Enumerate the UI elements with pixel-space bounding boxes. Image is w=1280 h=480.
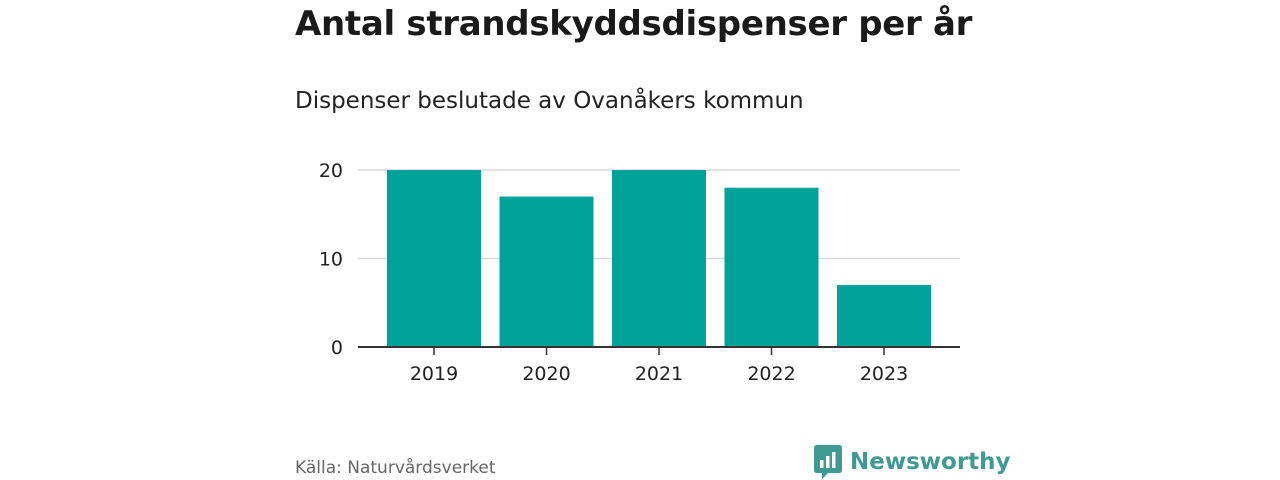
y-tick-label: 20 — [319, 160, 343, 182]
x-tick-label: 2021 — [635, 363, 683, 385]
brand-logo: Newsworthy — [814, 445, 1011, 479]
bar-2021 — [612, 170, 706, 347]
bar-2020 — [499, 196, 594, 347]
chart-title: Antal strandskyddsdispenser per år — [295, 4, 973, 44]
y-tick-labels: 0 10 20 — [319, 160, 343, 359]
chart-subtitle: Dispenser beslutade av Ovanåkers kommun — [295, 88, 804, 114]
x-tick-label: 2019 — [410, 363, 458, 385]
y-tick-label: 0 — [331, 337, 343, 359]
bar-2023 — [837, 285, 931, 347]
source-note: Källa: Naturvårdsverket — [295, 458, 496, 478]
x-tick-labels: 2019 2020 2021 2022 2023 — [410, 347, 908, 385]
brand-name: Newsworthy — [850, 449, 1011, 475]
bar-chart-speech-bubble-icon — [814, 445, 842, 479]
x-tick-label: 2020 — [522, 363, 570, 385]
bars — [387, 170, 931, 347]
x-tick-label: 2023 — [860, 363, 908, 385]
bar-2022 — [724, 187, 819, 347]
y-tick-label: 10 — [319, 249, 343, 271]
x-tick-label: 2022 — [747, 363, 795, 385]
bar-2019 — [387, 170, 481, 347]
